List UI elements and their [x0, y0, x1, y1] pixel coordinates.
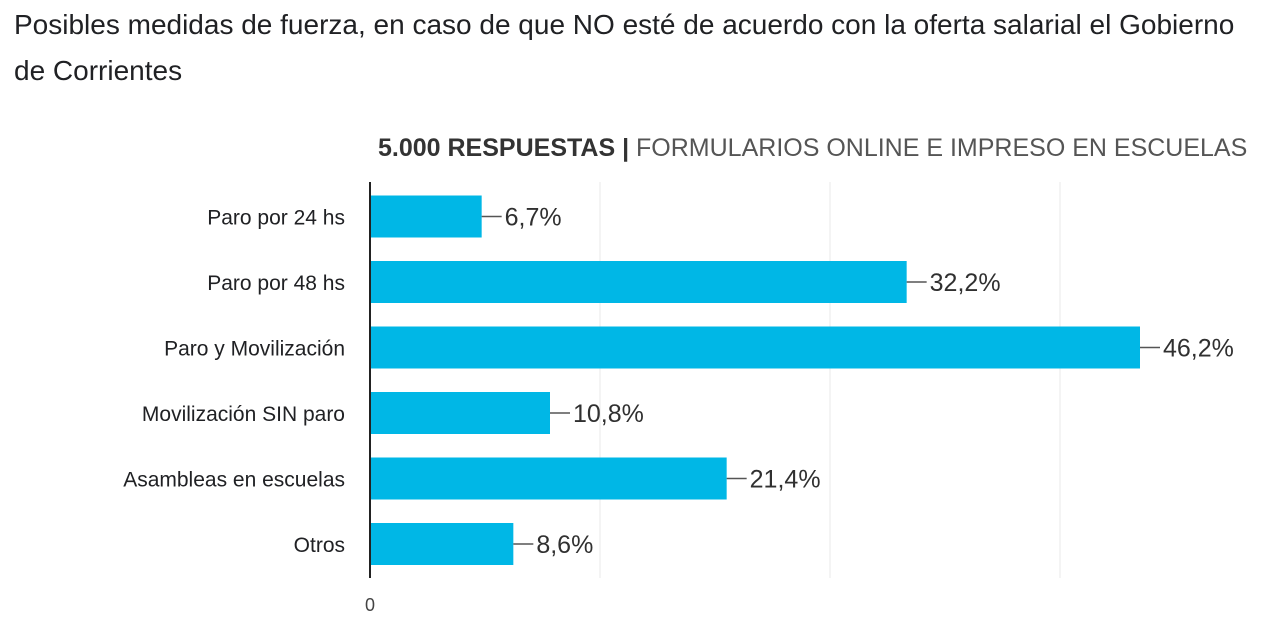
bars — [370, 195, 1140, 565]
category-label: Paro por 24 hs — [207, 207, 345, 230]
data-label: 21,4% — [750, 466, 821, 494]
data-label: 6,7% — [505, 204, 562, 232]
subtitle-light: FORMULARIOS ONLINE E IMPRESO EN ESCUELAS — [636, 134, 1248, 162]
subtitle-bold: 5.000 RESPUESTAS | — [378, 134, 630, 162]
bar — [370, 326, 1140, 369]
category-label: Paro y Movilización — [164, 338, 345, 361]
x-tick-label: 0 — [365, 595, 375, 615]
grid-lines — [599, 182, 1061, 578]
category-label: Movilización SIN paro — [142, 403, 345, 426]
labels: 6,7% Paro por 24 hs 32,2% Paro por 48 hs 46,… — [123, 204, 1234, 616]
category-label: Asambleas en escuelas — [123, 469, 345, 492]
data-label: 46,2% — [1163, 335, 1234, 363]
bar — [370, 457, 727, 500]
chart-subtitle: 5.000 RESPUESTAS | FORMULARIOS ONLINE E … — [378, 128, 1247, 168]
bar — [370, 261, 907, 303]
page-title: Posibles medidas de fuerza, en caso de q… — [14, 9, 1235, 86]
category-label: Otros — [294, 534, 345, 557]
data-label: 10,8% — [573, 400, 644, 428]
bar — [370, 523, 514, 565]
bar — [370, 392, 550, 434]
data-label: 8,6% — [536, 531, 593, 559]
bar — [370, 195, 482, 238]
data-label: 32,2% — [930, 269, 1001, 297]
category-label: Paro por 48 hs — [207, 272, 345, 295]
